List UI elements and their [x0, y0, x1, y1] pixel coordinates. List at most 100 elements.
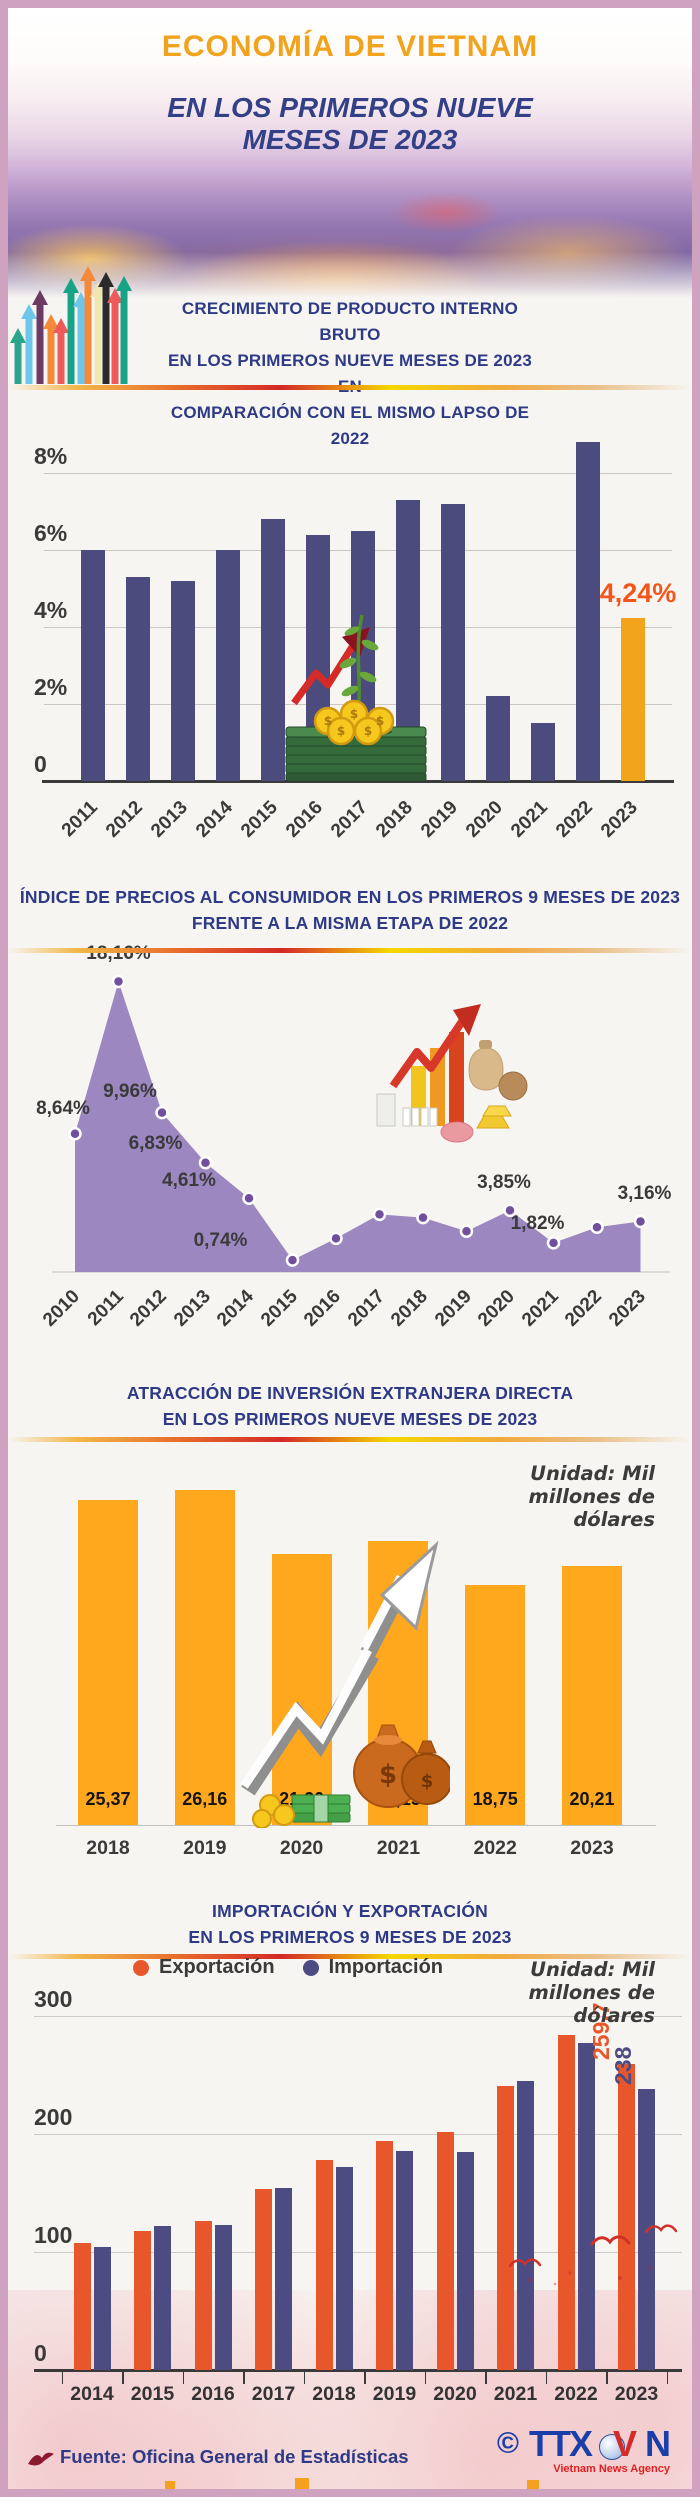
legend-dot-exportacion	[132, 1959, 149, 1976]
cpi-dot-2015	[285, 1253, 300, 1267]
trade-import-bar-2019	[396, 2150, 413, 2370]
fdi-bar-2018	[78, 1500, 138, 1825]
trade-import-bar-2020	[456, 2151, 474, 2370]
trade-import-2023-label: 238	[610, 2046, 636, 2086]
trade-x-axis	[34, 2369, 682, 2372]
trade-axis-tick	[243, 2372, 245, 2384]
cpi-dot-2010	[68, 1127, 82, 1141]
cpi-dot-2016	[329, 1231, 343, 1246]
trade-export-bar-2023	[618, 2063, 635, 2370]
trade-unit-label: Unidad: Mil millones de dólares	[529, 1958, 655, 2027]
city-photo-banner	[8, 8, 692, 300]
trade-export-bar-2020	[436, 2131, 454, 2370]
trade-xtick-2022: 2022	[554, 2383, 598, 2405]
trade-axis-tick	[424, 2372, 426, 2384]
svg-text:$: $	[421, 1771, 434, 1792]
cpi-point-label-2013: 6,83%	[128, 1132, 183, 1154]
svg-text:$: $	[364, 724, 372, 738]
legend-item-importacion: Importación	[302, 1956, 443, 1979]
cpi-area-shape	[75, 981, 641, 1272]
logo-caption: Vietnam News Agency	[553, 2463, 670, 2475]
legend-item-exportacion: Exportación	[132, 1956, 275, 1979]
gdp-bar-2020	[486, 696, 510, 781]
fdi-bar-2019	[174, 1490, 235, 1825]
gdp-xtick-2017: 2017	[327, 797, 372, 842]
divider-fdi	[8, 1437, 692, 1442]
fdi-baseline	[56, 1825, 656, 1826]
gdp-xtick-2023: 2023	[597, 797, 642, 842]
trade-ytick-label: 0	[34, 2340, 47, 2366]
logo-v-text: V	[612, 2423, 637, 2464]
logo-n-text: N	[645, 2423, 671, 2464]
copyright-icon: ©	[496, 2427, 519, 2460]
trade-ytick-label: 200	[34, 2104, 73, 2130]
subtitle-line1: EN LOS PRIMEROS NUEVE	[167, 92, 533, 123]
fdi-section-title: ATRACCIÓN DE INVERSIÓN EXTRANJERA DIRECT…	[8, 1380, 692, 1432]
divider-trade	[8, 1954, 692, 1959]
legend-dot-importacion	[302, 1959, 319, 1976]
gdp-bar-2021	[531, 723, 555, 781]
subtitle-line2: MESES DE 2023	[242, 124, 458, 155]
fdi-xtick-2021: 2021	[376, 1837, 421, 1859]
trade-chart: 0 100 200 300 2014 2015 2016 2017 2018 2019 2020 20…	[8, 1986, 692, 2450]
svg-text:$: $	[324, 714, 332, 728]
gdp-bar-2023	[621, 617, 645, 781]
trade-gridline	[34, 2134, 682, 2135]
trade-import-bar-2014	[93, 2247, 111, 2370]
trade-xtick-2016: 2016	[191, 2383, 235, 2405]
trade-unit-line2: millones de	[528, 1981, 655, 2004]
trade-axis-tick	[485, 2372, 487, 2384]
fdi-title-line2: EN LOS PRIMEROS NUEVE MESES DE 2023	[162, 1409, 538, 1429]
gdp-chart: $ $ $ $ $ 0 2% 4% 6% 8% 2011 2012 2013 2014 2015 2016…	[8, 395, 692, 865]
cpi-dot-2021	[546, 1236, 561, 1250]
gdp-ytick-label: 0	[34, 751, 47, 777]
trade-unit-line3: dólares	[573, 2004, 655, 2027]
cpi-dot-2013	[198, 1155, 213, 1170]
trade-title-line1: IMPORTACIÓN Y EXPORTACIÓN	[212, 1901, 488, 1921]
cpi-chart: 8,64% 18,16% 9,96% 6,83% 4,61% 0,74% 3,85% 1,82…	[8, 943, 692, 1350]
gdp-xtick-2022: 2022	[552, 797, 597, 842]
cpi-title-line2: FRENTE A LA MISMA ETAPA DE 2022	[191, 913, 509, 933]
gdp-xtick-2016: 2016	[282, 797, 327, 842]
gdp-xtick-2011: 2011	[57, 797, 102, 842]
trade-ytick-label: 100	[34, 2222, 73, 2248]
cpi-title-line1: ÍNDICE DE PRECIOS AL CONSUMIDOR EN LOS P…	[19, 887, 681, 907]
gdp-xtick-2012: 2012	[102, 797, 147, 842]
cpi-dot-2022	[590, 1220, 604, 1234]
fdi-bar-2022	[465, 1585, 526, 1825]
trade-xtick-2017: 2017	[251, 2383, 296, 2405]
investment-arrow-illustration: $ $	[240, 1540, 450, 1828]
svg-text:$: $	[376, 714, 384, 728]
trade-axis-tick	[182, 2372, 184, 2384]
trade-xtick-2018: 2018	[312, 2383, 356, 2405]
trade-xtick-2015: 2015	[130, 2383, 175, 2405]
fdi-unit-label: Unidad: Mil millones de dólares	[529, 1462, 655, 1531]
globe-icon	[598, 2434, 625, 2460]
gdp-ytick-label: 8%	[34, 443, 68, 469]
trade-section-title: IMPORTACIÓN Y EXPORTACIÓN EN LOS PRIMERO…	[8, 1898, 692, 1950]
trade-export-bar-2016	[194, 2221, 212, 2370]
trade-xtick-2021: 2021	[493, 2383, 538, 2405]
gdp-xtick-2014: 2014	[192, 797, 237, 842]
gdp-ytick-label: 6%	[34, 520, 68, 546]
decor-orange-square	[165, 2481, 175, 2491]
source-bird-icon	[28, 2452, 54, 2466]
cpi-point-label-2021: 1,82%	[510, 1212, 565, 1234]
trade-unit-line1: Unidad: Mil	[530, 1958, 655, 1981]
trade-import-bar-2015	[154, 2226, 171, 2370]
cpi-point-label-2011: 18,16%	[86, 943, 151, 965]
cpi-point-label-2023: 3,16%	[617, 1183, 672, 1205]
trade-xtick-2014: 2014	[70, 2383, 114, 2405]
cpi-area-svg	[52, 974, 670, 1273]
trade-axis-tick	[666, 2372, 668, 2384]
decor-orange-square	[527, 2480, 539, 2491]
trade-export-bar-2019	[376, 2141, 393, 2370]
trade-xtick-2023: 2023	[614, 2383, 659, 2405]
gdp-section-title: CRECIMIENTO DE PRODUCTO INTERNO BRUTO EN…	[160, 296, 540, 452]
trade-import-bar-2022	[577, 2043, 595, 2370]
gdp-highlight-value: 4,24%	[599, 577, 677, 608]
trade-export-bar-2015	[134, 2230, 151, 2370]
svg-text:$: $	[337, 724, 345, 738]
gdp-xtick-2019: 2019	[417, 797, 462, 842]
gdp-bar-2011	[81, 550, 105, 781]
